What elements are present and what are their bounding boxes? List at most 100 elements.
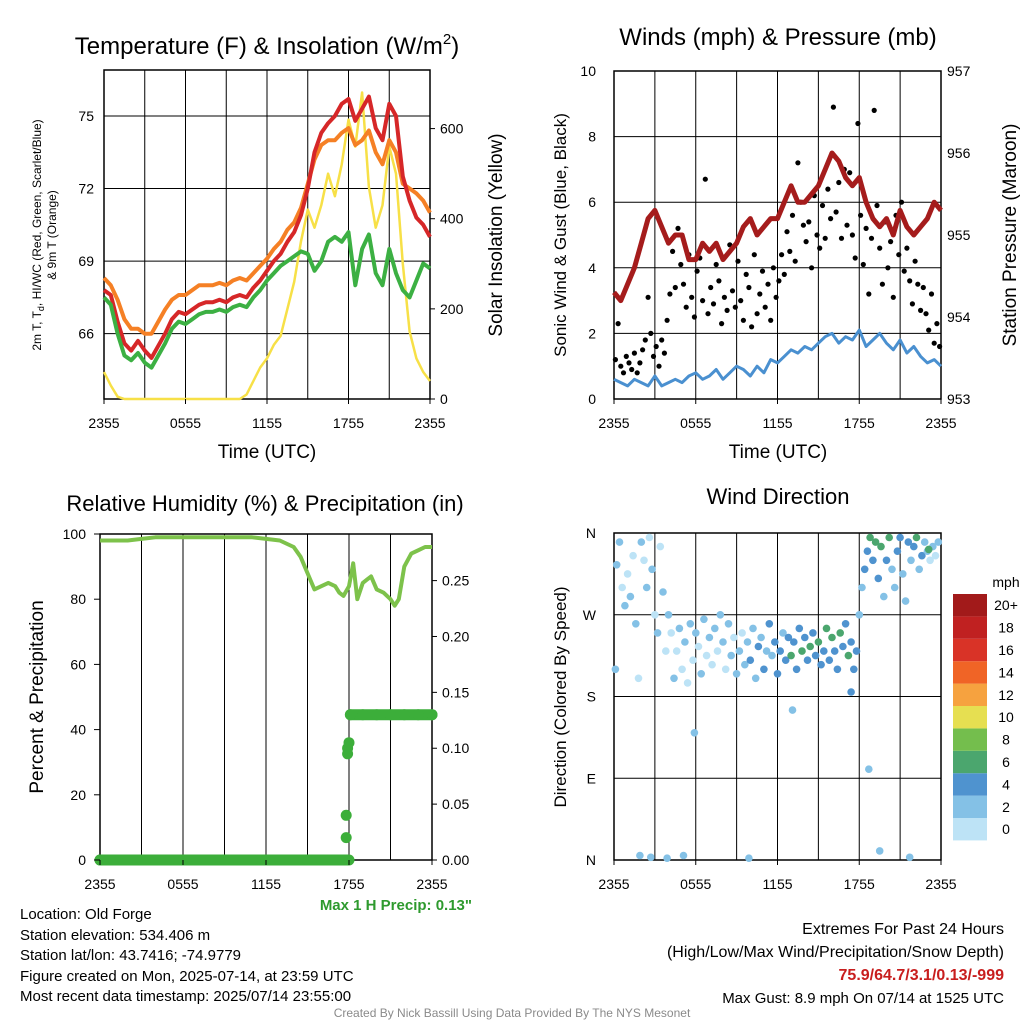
gust-point [664,317,670,323]
x-tick-label: 2355 [598,876,629,892]
direction-point [757,633,765,642]
direction-point [705,633,714,642]
direction-point [664,611,673,619]
precip-point [315,854,327,866]
direction-point [651,611,659,619]
direction-point [662,647,670,655]
gust-point [713,261,719,268]
precip-point [163,854,175,866]
direction-point [716,611,725,619]
direction-point [885,533,893,542]
x-tick-label: 2355 [414,415,445,431]
direction-point [924,545,933,554]
gust-point [934,321,940,327]
x-tick-label: 0555 [680,415,711,431]
y2-tick-label: 0.25 [442,573,469,589]
legend-title: mph [992,574,1019,590]
direction-point [912,533,921,542]
wind-direction-series [611,533,943,862]
precip-point [398,709,410,721]
x-tick-label: 2355 [88,415,119,431]
extremes-values: 75.9/64.7/3.1/0.13/-999 [838,967,1004,984]
gust-point [708,284,714,291]
y-tick-label: 72 [78,181,94,197]
gust-point [650,353,657,359]
direction-point [667,629,675,637]
extremes-title: Extremes For Past 24 Hours [802,921,1004,938]
direction-point [918,551,926,560]
direction-point [787,651,795,660]
direction-point [855,611,864,619]
direction-point [866,533,874,542]
gust-point [830,104,837,110]
y-tick-label: 8 [588,129,596,145]
direction-point [890,583,899,592]
x-tick-label: 2355 [84,876,115,892]
gust-point [847,170,853,176]
y-tick-label: 20 [70,787,86,803]
direction-point [874,574,883,583]
gust-point [759,268,766,274]
direction-point [735,647,744,655]
direction-point [910,542,918,551]
gust-point [776,278,782,284]
winds-ylabel: Sonic Wind & Gust (Blue, Black) [551,113,570,357]
direction-point [803,656,812,664]
direction-point [694,642,703,651]
gust-point [719,321,725,327]
precip-point [122,854,134,866]
direction-point [656,542,665,551]
gust-point [626,360,632,366]
t9m-line [102,126,432,336]
direction-point [880,592,888,601]
direction-point [907,556,915,565]
gust-point [615,321,621,327]
direction-point [636,851,644,860]
y2-tick-label: 953 [947,391,971,407]
temperature-grid [104,70,430,399]
gust-point [819,202,826,209]
direction-point [893,547,902,555]
credit-line: Created By Nick Bassill Using Data Provi… [333,1006,691,1020]
x-tick-label: 1155 [252,415,282,431]
temperature-title: Temperature (F) & Insolation (W/m2) [75,31,459,60]
direction-point [637,538,646,546]
direction-point [844,651,853,660]
legend-label: 16 [998,642,1014,658]
direction-point [882,556,891,565]
gust-point [612,357,619,363]
station-elevation: Station elevation: 534.406 m [20,926,211,944]
gust-point [896,252,902,258]
humidity-series [94,535,438,866]
direction-point [672,647,681,655]
direction-point [865,765,873,773]
x-tick-label: 1755 [333,415,364,431]
gust-point [858,212,864,218]
precip-point [343,737,355,749]
station-location: Location: Old Forge [20,906,152,923]
direction-point [719,638,727,646]
direction-point [920,538,929,546]
y-tick-label: 69 [78,253,94,269]
gust-point [784,229,790,235]
y2-tick-label: 955 [947,227,971,243]
direction-point [931,551,940,560]
gust-point [716,278,722,284]
recent-timestamp: Most recent data timestamp: 2025/07/14 2… [20,988,352,1005]
winds-xlabel: Time (UTC) [729,442,828,463]
precip-point [426,709,438,721]
humidity-panel: Relative Humidity (%) & Precipitation (i… [27,491,472,914]
direction-point [795,624,804,633]
humidity-title: Relative Humidity (%) & Precipitation (i… [66,491,463,516]
x-tick-label: 2355 [416,876,447,892]
precip-point [340,809,352,821]
direction-point [811,651,820,660]
gust-point [787,248,793,254]
gust-point [874,202,880,209]
gust-point [931,340,937,346]
precip-point [385,709,396,721]
gust-point [803,239,809,245]
direction-point [632,620,640,628]
